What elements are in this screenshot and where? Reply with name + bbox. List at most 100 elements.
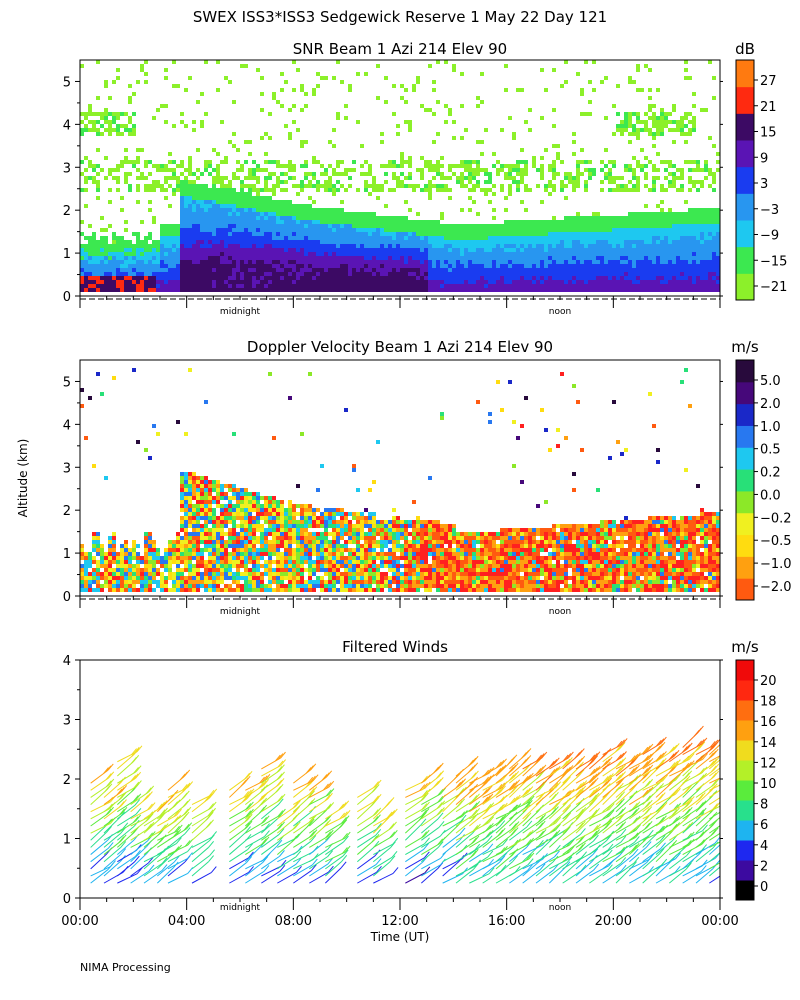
snr-cell <box>512 268 516 272</box>
snr-cell <box>236 196 240 200</box>
velocity-cell <box>240 520 244 524</box>
snr-cell <box>384 268 388 272</box>
velocity-cell <box>224 556 228 560</box>
snr-cell <box>584 280 588 284</box>
velocity-cell <box>232 488 236 492</box>
velocity-cell <box>144 568 148 572</box>
snr-cell <box>652 184 656 188</box>
velocity-cell <box>228 560 232 564</box>
snr-cell <box>472 172 476 176</box>
snr-cell <box>108 252 112 256</box>
snr-cell <box>232 260 236 264</box>
snr-cell <box>256 168 260 172</box>
snr-cell <box>552 68 556 72</box>
velocity-cell <box>124 552 128 556</box>
snr-cell <box>708 248 712 252</box>
snr-cell <box>540 164 544 168</box>
snr-cell <box>656 272 660 276</box>
snr-cell <box>644 232 648 236</box>
snr-cell <box>476 236 480 240</box>
snr-cell <box>648 232 652 236</box>
snr-cell <box>164 68 168 72</box>
snr-cell <box>428 248 432 252</box>
snr-cell <box>716 224 720 228</box>
snr-cell <box>380 248 384 252</box>
velocity-cell <box>132 568 136 572</box>
snr-cell <box>464 128 468 132</box>
snr-cell <box>140 148 144 152</box>
snr-cell <box>344 256 348 260</box>
snr-cell <box>340 280 344 284</box>
snr-cell <box>284 284 288 288</box>
snr-cell <box>236 216 240 220</box>
snr-cell <box>280 260 284 264</box>
snr-cell <box>604 264 608 268</box>
snr-cell <box>408 228 412 232</box>
velocity-cell <box>228 512 232 516</box>
velocity-cell <box>104 556 108 560</box>
snr-cell <box>252 264 256 268</box>
snr-cell <box>312 172 316 176</box>
velocity-cell <box>208 576 212 580</box>
velocity-cell <box>204 572 208 576</box>
snr-cell <box>368 216 372 220</box>
snr-cell <box>372 284 376 288</box>
snr-cell <box>136 184 140 188</box>
snr-cell <box>652 228 656 232</box>
snr-cell <box>528 220 532 224</box>
snr-cell <box>588 224 592 228</box>
snr-cell <box>548 280 552 284</box>
velocity-cell <box>232 512 236 516</box>
snr-cell <box>620 220 624 224</box>
snr-cell <box>712 228 716 232</box>
snr-cell <box>664 276 668 280</box>
velocity-cell <box>168 588 172 592</box>
snr-cell <box>352 220 356 224</box>
snr-cell <box>712 276 716 280</box>
velocity-cell <box>144 564 148 568</box>
snr-cell <box>376 220 380 224</box>
velocity-cell <box>220 484 224 488</box>
snr-cell <box>416 280 420 284</box>
snr-cell <box>144 268 148 272</box>
snr-cell <box>324 216 328 220</box>
snr-cell <box>332 260 336 264</box>
velocity-cell <box>212 544 216 548</box>
snr-cell <box>216 260 220 264</box>
snr-cell <box>456 248 460 252</box>
snr-cell <box>312 268 316 272</box>
snr-cell <box>612 256 616 260</box>
velocity-panel: Doppler Velocity Beam 1 Azi 214 Elev 90 … <box>63 338 792 617</box>
velocity-cell <box>192 576 196 580</box>
snr-cell <box>452 268 456 272</box>
snr-cell <box>508 192 512 196</box>
velocity-cell <box>192 488 196 492</box>
snr-cell <box>368 220 372 224</box>
snr-cell <box>632 252 636 256</box>
velocity-cell <box>208 492 212 496</box>
snr-cell <box>560 232 564 236</box>
snr-cell <box>104 156 108 160</box>
snr-cell <box>276 252 280 256</box>
snr-cell <box>400 216 404 220</box>
velocity-cell <box>84 564 88 568</box>
snr-cell <box>228 140 232 144</box>
velocity-cell <box>204 560 208 564</box>
snr-cell <box>100 276 104 280</box>
snr-cell <box>120 196 124 200</box>
snr-cell <box>196 268 200 272</box>
snr-cell <box>708 252 712 256</box>
snr-cell <box>284 264 288 268</box>
snr-cell <box>416 240 420 244</box>
snr-cell <box>264 228 268 232</box>
snr-cell <box>548 184 552 188</box>
snr-cell <box>412 228 416 232</box>
snr-cell <box>200 232 204 236</box>
snr-cell <box>532 224 536 228</box>
snr-cell <box>256 212 260 216</box>
velocity-cell <box>224 588 228 592</box>
snr-cell <box>496 276 500 280</box>
snr-cell <box>476 224 480 228</box>
snr-cell <box>640 288 644 292</box>
snr-cell <box>420 232 424 236</box>
